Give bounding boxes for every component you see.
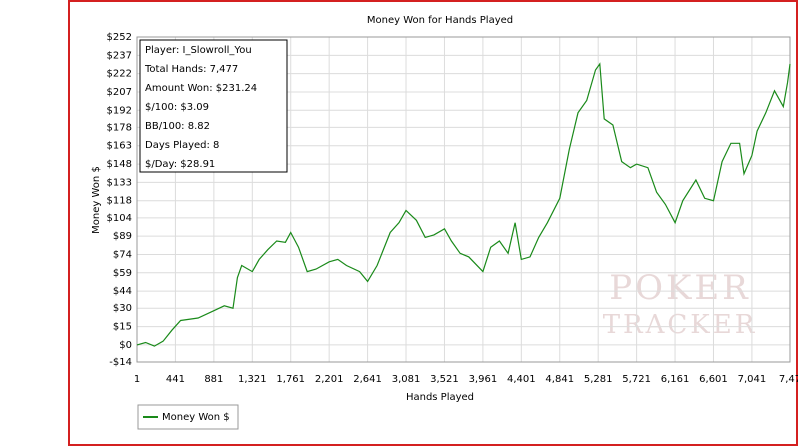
x-tick-label: 881 (204, 374, 223, 385)
x-tick-label: 1,761 (276, 374, 305, 385)
info-box (139, 39, 288, 173)
y-tick-label: $178 (107, 122, 132, 133)
y-tick-label: $44 (113, 286, 132, 297)
y-tick-label: $163 (107, 141, 132, 152)
x-tick-label: 7,47 (779, 374, 798, 385)
info-line: $/100: $3.09 (145, 102, 209, 113)
x-tick-label: 3,521 (430, 374, 459, 385)
data-line (136, 62, 791, 347)
y-tick-label: $237 (107, 50, 132, 61)
info-line: BB/100: 8.82 (145, 121, 210, 132)
legend-label: Money Won $ (162, 412, 230, 423)
plot (136, 62, 791, 347)
info-line: Total Hands: 7,477 (144, 64, 238, 75)
y-tick-label: $222 (107, 69, 132, 80)
x-tick-label: 1 (134, 374, 140, 385)
x-tick-label: 6,601 (699, 374, 728, 385)
x-tick-label: 441 (166, 374, 185, 385)
x-tick-label: 5,281 (584, 374, 613, 385)
y-tick-label: $133 (107, 177, 132, 188)
y-tick-label: $118 (107, 196, 132, 207)
info-line: $/Day: $28.91 (145, 159, 215, 170)
plot-border (136, 36, 791, 363)
x-tick-label: 5,721 (622, 374, 651, 385)
watermark-text: POKER (609, 268, 751, 308)
y-tick-label: $192 (107, 105, 132, 116)
info-line: Amount Won: $231.24 (145, 83, 257, 94)
y-tick-label: $59 (113, 268, 132, 279)
x-tick-label: 4,401 (507, 374, 536, 385)
x-tick-label: 2,201 (315, 374, 344, 385)
y-tick-label: -$14 (109, 357, 132, 368)
info-line: Player: I_Slowroll_You (145, 45, 252, 56)
grid: -$14 $0 $15 $30 $44 $59 $74 $89 $104 $118 $133 $148… (107, 32, 798, 385)
x-tick-label: 6,161 (661, 374, 690, 385)
y-tick-label: $74 (113, 249, 132, 260)
x-tick-label: 2,641 (353, 374, 382, 385)
overlay: Player: I_Slowroll_You Total Hands: 7,477… (137, 39, 288, 430)
x-tick-label: 3,081 (392, 374, 421, 385)
x-axis-label: Hands Played (406, 392, 474, 403)
x-tick-label: 4,841 (545, 374, 574, 385)
y-tick-label: $30 (113, 303, 132, 314)
watermark-text: TRACKER (603, 310, 758, 340)
y-tick-label: $252 (107, 32, 132, 43)
y-tick-label: $89 (113, 231, 132, 242)
chart-title: Money Won for Hands Played (367, 15, 513, 26)
y-axis-label: Money Won $ (91, 166, 102, 234)
y-tick-label: $15 (113, 322, 132, 333)
x-tick-label: 1,321 (238, 374, 267, 385)
y-tick-label: $148 (107, 159, 132, 170)
y-tick-label: $0 (119, 340, 132, 351)
x-tick-label: 3,961 (469, 374, 498, 385)
info-line: Days Played: 8 (145, 140, 219, 151)
y-tick-label: $104 (107, 213, 132, 224)
y-tick-label: $207 (107, 87, 132, 98)
x-tick-label: 7,041 (738, 374, 767, 385)
